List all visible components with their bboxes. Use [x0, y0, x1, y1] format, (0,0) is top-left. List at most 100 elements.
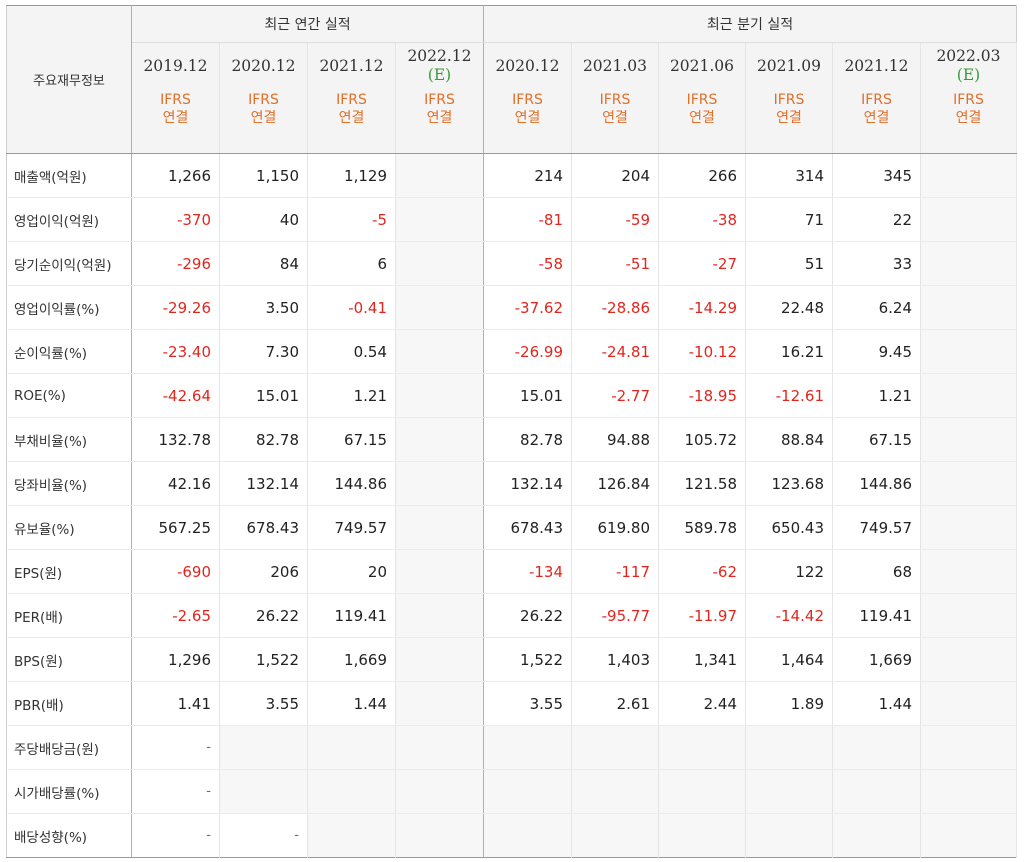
value-cell: 121.58 — [658, 461, 746, 506]
value-cell — [920, 725, 1017, 770]
value-cell: 1,129 — [307, 153, 396, 198]
annual-group-title: 최근 연간 실적 — [131, 5, 484, 43]
value-cell: 132.78 — [131, 417, 220, 462]
row-label: PBR(배) — [6, 681, 132, 726]
row-label: EPS(원) — [6, 549, 132, 594]
value-cell — [307, 725, 396, 770]
row-label: 부채비율(%) — [6, 417, 132, 462]
value-cell: 1,669 — [307, 637, 396, 682]
period-date: 2022.12 — [407, 47, 472, 65]
period-date: 2021.03 — [582, 56, 648, 75]
period-date: 2022.03 — [936, 47, 1001, 65]
value-cell — [571, 725, 659, 770]
value-cell: -27 — [658, 241, 746, 286]
row-label: 영업이익(억원) — [6, 197, 132, 242]
ifrs-text: IFRS — [248, 92, 279, 108]
value-cell: 314 — [745, 153, 833, 198]
value-cell — [920, 637, 1017, 682]
row-label: PER(배) — [6, 593, 132, 638]
table-row: 배당성향(%) - - — [6, 813, 1017, 858]
value-cell: - — [219, 813, 308, 858]
value-cell — [920, 285, 1017, 330]
value-cell — [920, 417, 1017, 462]
value-cell: 15.01 — [483, 373, 572, 418]
value-cell — [483, 725, 572, 770]
value-cell — [920, 461, 1017, 506]
value-cell: -117 — [571, 549, 659, 594]
ifrs-text: IFRS — [953, 92, 984, 108]
value-cell — [395, 769, 484, 814]
value-cell — [395, 285, 484, 330]
value-cell — [395, 241, 484, 286]
value-cell: 84 — [219, 241, 308, 286]
financial-table: 주요재무정보 최근 연간 실적 최근 분기 실적 2019.12 2020.12 2… — [6, 5, 1017, 858]
value-cell: 749.57 — [307, 505, 396, 550]
value-cell — [658, 813, 746, 858]
value-cell: -95.77 — [571, 593, 659, 638]
value-cell: 1,669 — [832, 637, 921, 682]
value-cell: 1,403 — [571, 637, 659, 682]
value-cell: 9.45 — [832, 329, 921, 374]
value-cell: 1,522 — [483, 637, 572, 682]
row-label: 당기순이익(억원) — [6, 241, 132, 286]
value-cell: 82.78 — [483, 417, 572, 462]
value-cell — [658, 769, 746, 814]
value-cell — [395, 725, 484, 770]
row-label: ROE(%) — [6, 373, 132, 418]
consolidated-text: 연결 — [955, 110, 982, 126]
value-cell — [745, 769, 833, 814]
value-cell — [395, 329, 484, 374]
value-cell: -62 — [658, 549, 746, 594]
value-cell: 678.43 — [483, 505, 572, 550]
value-cell: -2.65 — [131, 593, 220, 638]
ifrs-consolidated-label: IFRS 연결 — [832, 89, 921, 154]
value-cell: 20 — [307, 549, 396, 594]
value-cell: 0.54 — [307, 329, 396, 374]
value-cell — [920, 329, 1017, 374]
value-cell: -38 — [658, 197, 746, 242]
consolidated-text: 연결 — [689, 110, 715, 126]
value-cell — [920, 813, 1017, 858]
value-cell: -296 — [131, 241, 220, 286]
value-cell — [571, 813, 659, 858]
table-row: ROE(%) -42.64 15.01 1.21 15.01 -2.77 -18.95 -12… — [6, 373, 1017, 418]
period-header: 2020.12 — [219, 42, 308, 89]
value-cell — [920, 505, 1017, 550]
period-date: 2021.09 — [756, 56, 822, 75]
table-row: 시가배당률(%) - — [6, 769, 1017, 814]
value-cell: 3.55 — [219, 681, 308, 726]
consolidated-text: 연결 — [426, 110, 453, 126]
ifrs-consolidated-label: IFRS 연결 — [920, 89, 1017, 154]
value-cell: -2.77 — [571, 373, 659, 418]
table-row: 순이익률(%) -23.40 7.30 0.54 -26.99 -24.81 -10.12 1… — [6, 329, 1017, 374]
value-cell — [832, 769, 921, 814]
value-cell: 94.88 — [571, 417, 659, 462]
value-cell: -37.62 — [483, 285, 572, 330]
value-cell: 126.84 — [571, 461, 659, 506]
period-header: 2022.12 (E) — [395, 42, 484, 89]
ifrs-text: IFRS — [160, 92, 191, 108]
value-cell: 1,522 — [219, 637, 308, 682]
value-cell: -12.61 — [745, 373, 833, 418]
period-date: 2021.12 — [319, 56, 384, 75]
value-cell: 6 — [307, 241, 396, 286]
table-row: 영업이익(억원) -370 40 -5 -81 -59 -38 71 22 — [6, 197, 1017, 242]
value-cell: 206 — [219, 549, 308, 594]
value-cell: 22.48 — [745, 285, 833, 330]
value-cell: 51 — [745, 241, 833, 286]
value-cell: 67.15 — [307, 417, 396, 462]
value-cell — [219, 725, 308, 770]
value-cell: 132.14 — [483, 461, 572, 506]
value-cell — [920, 593, 1017, 638]
value-cell: 132.14 — [219, 461, 308, 506]
value-cell — [920, 373, 1017, 418]
value-cell: 1.89 — [745, 681, 833, 726]
value-cell: 42.16 — [131, 461, 220, 506]
header-corner: 주요재무정보 — [6, 5, 132, 154]
value-cell: 678.43 — [219, 505, 308, 550]
value-cell — [307, 769, 396, 814]
value-cell — [395, 373, 484, 418]
value-cell: - — [131, 769, 220, 814]
value-cell: 1.44 — [832, 681, 921, 726]
value-cell — [395, 813, 484, 858]
